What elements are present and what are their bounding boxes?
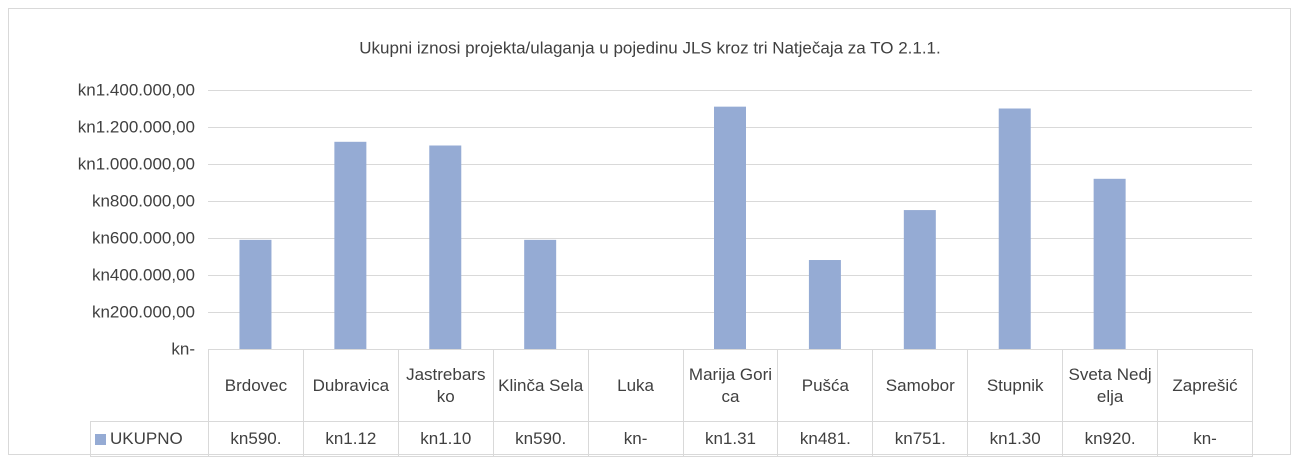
- y-tick-label: kn400.000,00: [92, 265, 195, 284]
- x-tick-label: Sveta Nedjelja: [1062, 349, 1159, 422]
- bar: [714, 106, 746, 350]
- table-corner: [91, 350, 209, 422]
- x-tick-label: Samobor: [872, 349, 969, 422]
- x-tick-label: Zaprešić: [1157, 349, 1253, 422]
- x-tick-label: Pušća: [777, 349, 874, 422]
- data-label: kn1.30: [967, 421, 1064, 457]
- bar: [808, 260, 841, 349]
- legend-label: UKUPNO: [110, 429, 183, 448]
- data-label: kn481.: [777, 421, 874, 457]
- x-tick-label: Klinča Sela: [492, 349, 589, 422]
- data-label: kn920.: [1062, 421, 1159, 457]
- bar: [334, 141, 367, 349]
- chart-title: Ukupni iznosi projekta/ulaganja u pojedi…: [359, 38, 940, 57]
- bar: [524, 239, 557, 349]
- y-tick-label: kn-: [171, 339, 195, 358]
- data-table: Brdovec Dubravica Jastrebarsko Klinča Sela L…: [90, 349, 1253, 457]
- data-label: kn1.10: [397, 421, 494, 457]
- bar: [429, 145, 462, 349]
- y-tick-label: kn1.000.000,00: [78, 154, 195, 173]
- data-label: kn590.: [208, 421, 304, 457]
- legend-entry: UKUPNO: [90, 421, 209, 457]
- y-tick-label: kn600.000,00: [92, 228, 195, 247]
- y-tick-label: kn1.400.000,00: [78, 80, 195, 99]
- x-tick-label: Luka: [587, 349, 684, 422]
- y-tick-label: kn800.000,00: [92, 191, 195, 210]
- data-label: kn751.: [872, 421, 969, 457]
- x-tick-label: Stupnik: [967, 349, 1064, 422]
- x-tick-label: Dubravica: [302, 349, 399, 422]
- data-label: kn1.12: [302, 421, 399, 457]
- legend-swatch: [95, 434, 106, 446]
- y-tick-label: kn200.000,00: [92, 302, 195, 321]
- data-label: kn590.: [492, 421, 589, 457]
- y-tick-label: kn1.200.000,00: [78, 117, 195, 136]
- data-label: kn-: [587, 421, 684, 457]
- data-label: kn1.31: [682, 421, 779, 457]
- x-tick-label: Jastrebarsko: [397, 349, 494, 422]
- data-label: kn-: [1157, 421, 1253, 457]
- bar: [239, 239, 272, 349]
- bar: [998, 108, 1031, 349]
- bar: [903, 210, 936, 349]
- x-tick-label: Brdovec: [208, 349, 304, 422]
- x-tick-label: Marija Gorica: [682, 349, 779, 422]
- bar: [1093, 178, 1126, 349]
